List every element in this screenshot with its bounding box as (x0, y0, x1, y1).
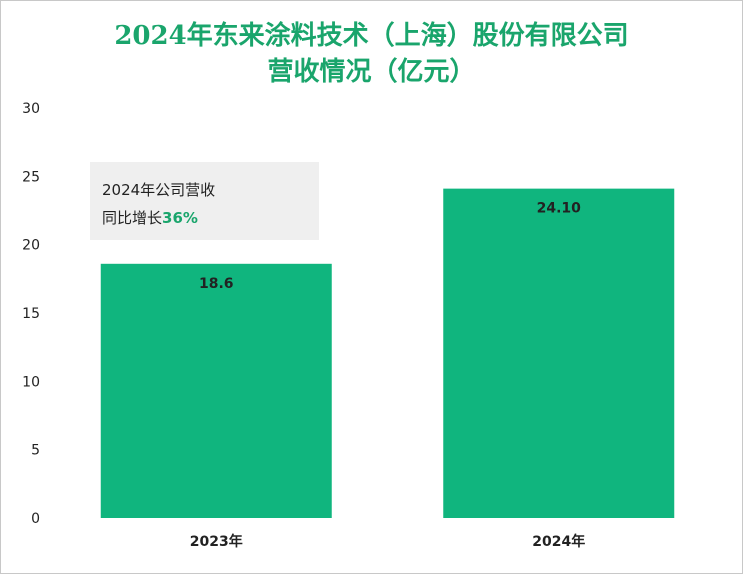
growth-note: 2024年公司营收 同比增长36% (90, 162, 319, 240)
data-labels: 18.6 24.10 (199, 201, 581, 292)
y-axis: 0 5 10 15 20 25 30 (22, 101, 40, 527)
growth-note-line1: 2024年公司营收 (102, 181, 216, 199)
growth-note-prefix: 同比增长 (102, 209, 163, 227)
data-label-1: 18.6 (199, 276, 234, 292)
chart-title: 2024年东来涂料技术（上海）股份有限公司 营收情况（亿元） (0, 18, 743, 90)
bar-2 (443, 188, 675, 518)
y-tick-label: 10 (22, 374, 40, 390)
growth-note-line2: 同比增长36% (102, 204, 319, 232)
y-tick-label: 25 (22, 169, 40, 185)
chart-title-line1: 2024年东来涂料技术（上海）股份有限公司 (114, 21, 629, 51)
y-tick-label: 0 (31, 511, 40, 527)
x-axis: 2023年 2024年 (190, 533, 585, 550)
bar-1 (100, 263, 332, 518)
y-tick-label: 20 (22, 238, 40, 254)
y-tick-label: 5 (31, 443, 40, 459)
x-tick-label: 2023年 (190, 533, 243, 550)
data-label-2: 24.10 (537, 201, 582, 217)
y-tick-label: 30 (22, 101, 40, 117)
y-tick-label: 15 (22, 306, 40, 322)
x-tick-label: 2024年 (532, 533, 585, 550)
bars (100, 188, 675, 518)
growth-rate: 36% (162, 209, 198, 227)
chart-title-line2: 营收情况（亿元） (267, 57, 476, 87)
